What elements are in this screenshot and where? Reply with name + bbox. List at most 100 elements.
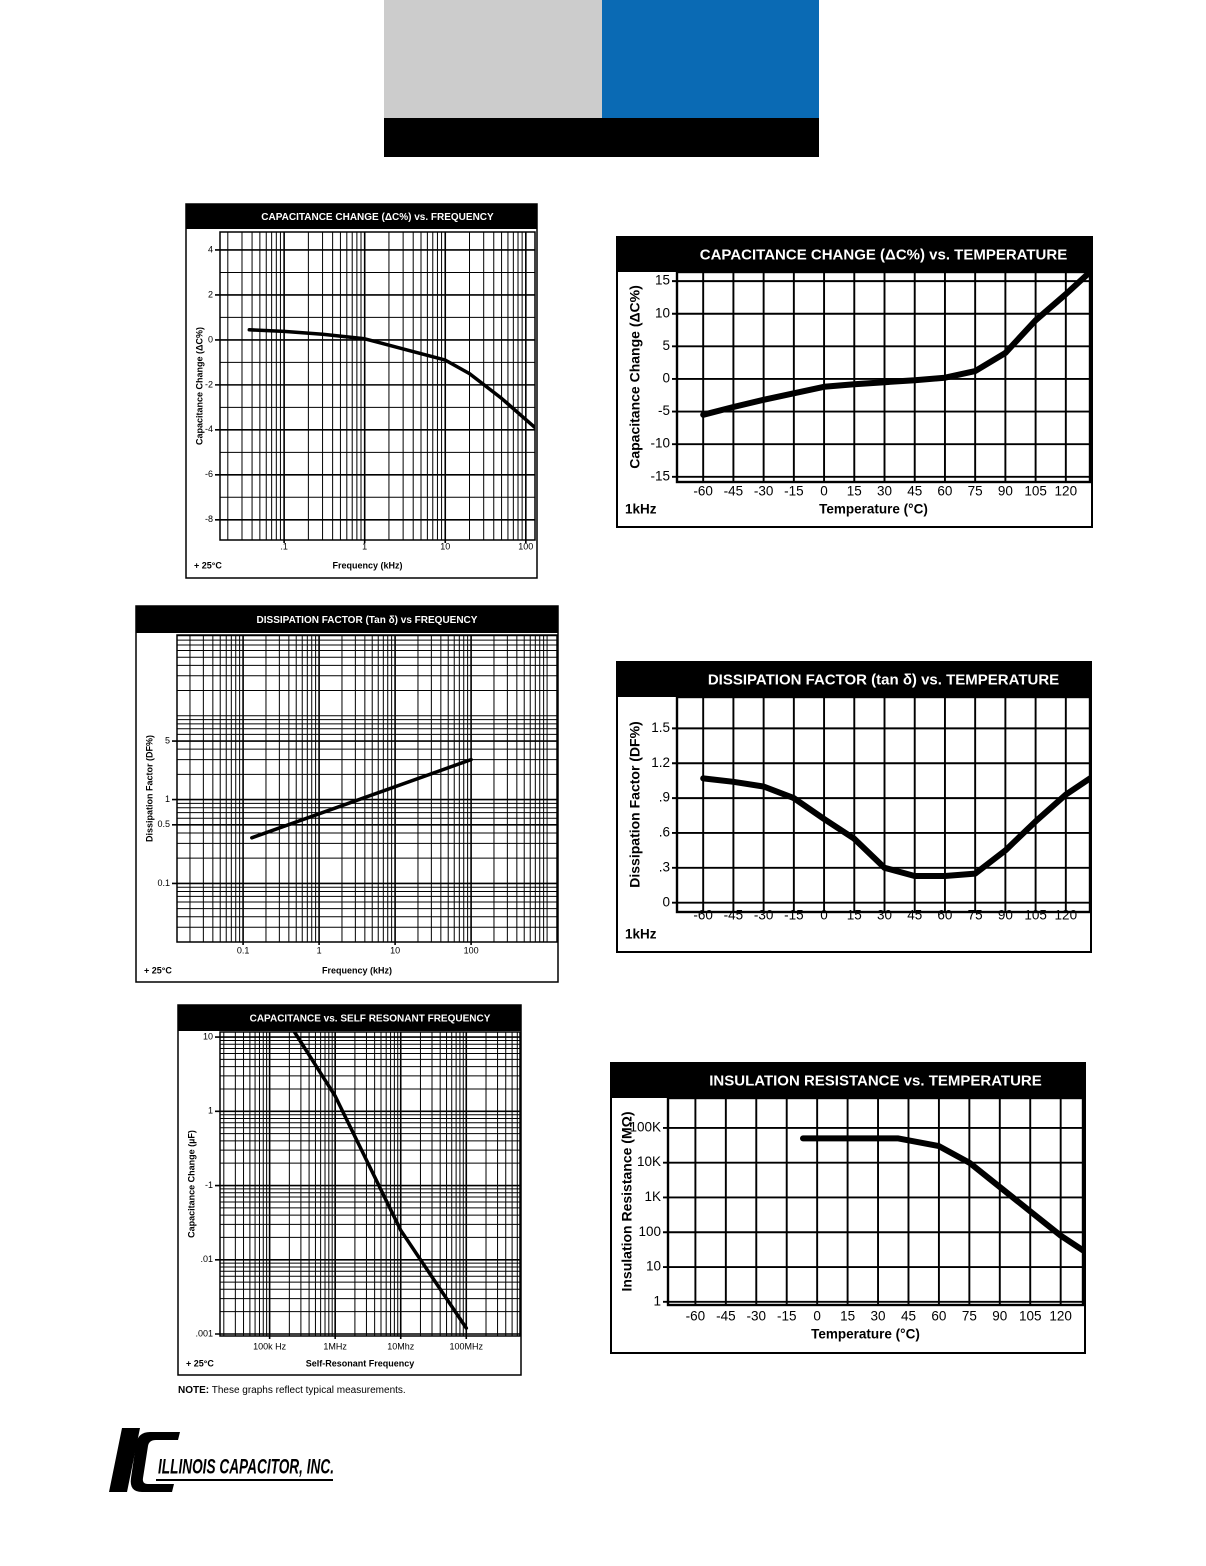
title-bar [186,204,537,229]
x-tick-label: 105 [1024,484,1047,499]
y-tick-label: 10 [203,1031,213,1041]
chart-title: CAPACITANCE vs. SELF RESONANT FREQUENCY [250,1014,491,1025]
y-axis-label: Insulation Resistance (MΩ) [619,1111,635,1291]
x-tick-label: 0 [820,484,828,499]
x-tick-label: 75 [968,908,983,923]
x-tick-label: 90 [992,1309,1007,1324]
x-tick-label: -30 [754,484,774,499]
x-tick-label: 105 [1024,908,1047,923]
x-tick-label: 60 [937,484,952,499]
x-tick-label: 100MHz [450,1341,484,1351]
x-tick-label: 15 [847,908,862,923]
chart: INSULATION RESISTANCE vs. TEMPERATURE -60… [610,1062,1086,1354]
x-axis-label: Self-Resonant Frequency [306,1358,415,1368]
y-tick-label: 0 [208,334,213,344]
y-tick-label: -5 [658,403,670,418]
chart-title: DISSIPATION FACTOR (Tan δ) vs FREQUENCY [257,615,478,626]
x-axis-label: Frequency (kHz) [322,965,392,975]
x-tick-label: 15 [847,484,862,499]
y-tick-label: 10K [637,1154,661,1169]
chart-frame [177,1004,522,1376]
x-tick-label: 75 [962,1309,977,1324]
y-tick-label: 5 [662,338,670,353]
y-tick-label: 10 [646,1259,661,1274]
x-tick-label: 0.1 [237,945,250,955]
x-tick-label: 120 [1049,1309,1072,1324]
x-tick-label: 30 [877,484,892,499]
data-line [292,1032,469,1330]
y-tick-label: .3 [659,859,670,874]
x-tick-label: 45 [901,1309,916,1324]
x-tick-label: -30 [754,908,774,923]
chart-title: INSULATION RESISTANCE vs. TEMPERATURE [709,1072,1042,1089]
x-tick-label: 30 [871,1309,886,1324]
x-tick-label: 0 [813,1309,821,1324]
y-tick-label: 5 [165,735,170,745]
plot-border [666,1096,1085,1307]
x-tick-label: 0 [820,908,828,923]
y-tick-label: 10 [655,305,670,320]
chart: CAPACITANCE CHANGE (ΔC%) vs. FREQUENCY .1… [185,203,538,579]
y-tick-label: 2 [208,289,213,299]
chart: CAPACITANCE vs. SELF RESONANT FREQUENCY 1… [177,1004,522,1376]
y-tick-label: 1 [165,794,170,804]
x-tick-label: 60 [931,1309,946,1324]
header-black-bar [384,118,819,157]
x-tick-label: -15 [784,908,804,923]
x-tick-label: 10Mhz [387,1341,415,1351]
y-tick-label: -1 [205,1180,213,1190]
x-tick-label: 45 [907,484,922,499]
y-tick-label: 1.5 [651,720,670,735]
y-tick-label: -8 [205,514,213,524]
x-tick-label: 15 [840,1309,855,1324]
chart-title: DISSIPATION FACTOR (tan δ) vs. TEMPERATU… [708,671,1059,688]
title-bar [617,237,1092,272]
y-tick-label: .01 [200,1254,213,1264]
y-tick-label: 0.1 [157,878,170,888]
chart: DISSIPATION FACTOR (Tan δ) vs FREQUENCY 0… [135,605,559,983]
x-tick-label: 10 [440,541,450,551]
y-tick-label: -4 [205,424,213,434]
y-axis-label: Dissipation Factor (DF%) [144,735,154,842]
y-axis-label: Capacitance Change (ΔC%) [194,327,204,445]
header-blue-block [602,0,819,118]
data-line [700,272,1090,418]
x-tick-label: 1MHz [323,1341,347,1351]
y-tick-label: -10 [650,436,670,451]
x-tick-label: 90 [998,908,1013,923]
x-axis-label: Temperature (°C) [811,1327,920,1342]
x-tick-label: -60 [693,484,713,499]
logo-i [109,1428,140,1492]
x-tick-label: -60 [686,1309,706,1324]
title-bar [178,1005,521,1031]
x-tick-label: 1 [317,945,322,955]
data-line [800,1135,1083,1254]
y-tick-label: 0 [662,894,670,909]
footnote: 1kHz [625,502,657,517]
y-tick-label: -6 [205,469,213,479]
y-tick-label: 1K [644,1189,661,1204]
x-tick-label: 100k Hz [253,1341,287,1351]
y-axis-label: Capacitance Change (ΔC%) [627,285,643,469]
y-tick-label: 1.2 [651,755,670,770]
chart-frame [135,605,559,983]
note-label: NOTE: [178,1385,209,1396]
y-tick-label: 4 [208,244,213,254]
plot-border [675,270,1092,484]
logo: ILLINOIS CAPACITOR, INC. [109,1428,334,1492]
y-tick-label: 100K [629,1119,661,1134]
note-text: These graphs reflect typical measurement… [209,1385,406,1396]
chart: CAPACITANCE CHANGE (ΔC%) vs. TEMPERATURE… [616,236,1093,528]
data-line [250,757,473,840]
x-tick-label: 105 [1019,1309,1042,1324]
x-tick-label: -15 [777,1309,797,1324]
x-tick-label: 1 [362,541,367,551]
y-tick-label: 0.5 [157,819,170,829]
footnote: + 25°C [194,560,222,570]
header-gray-block [384,0,602,118]
plot-border [176,634,558,943]
y-tick-label: .001 [195,1328,213,1338]
y-tick-label: 1 [653,1293,661,1308]
